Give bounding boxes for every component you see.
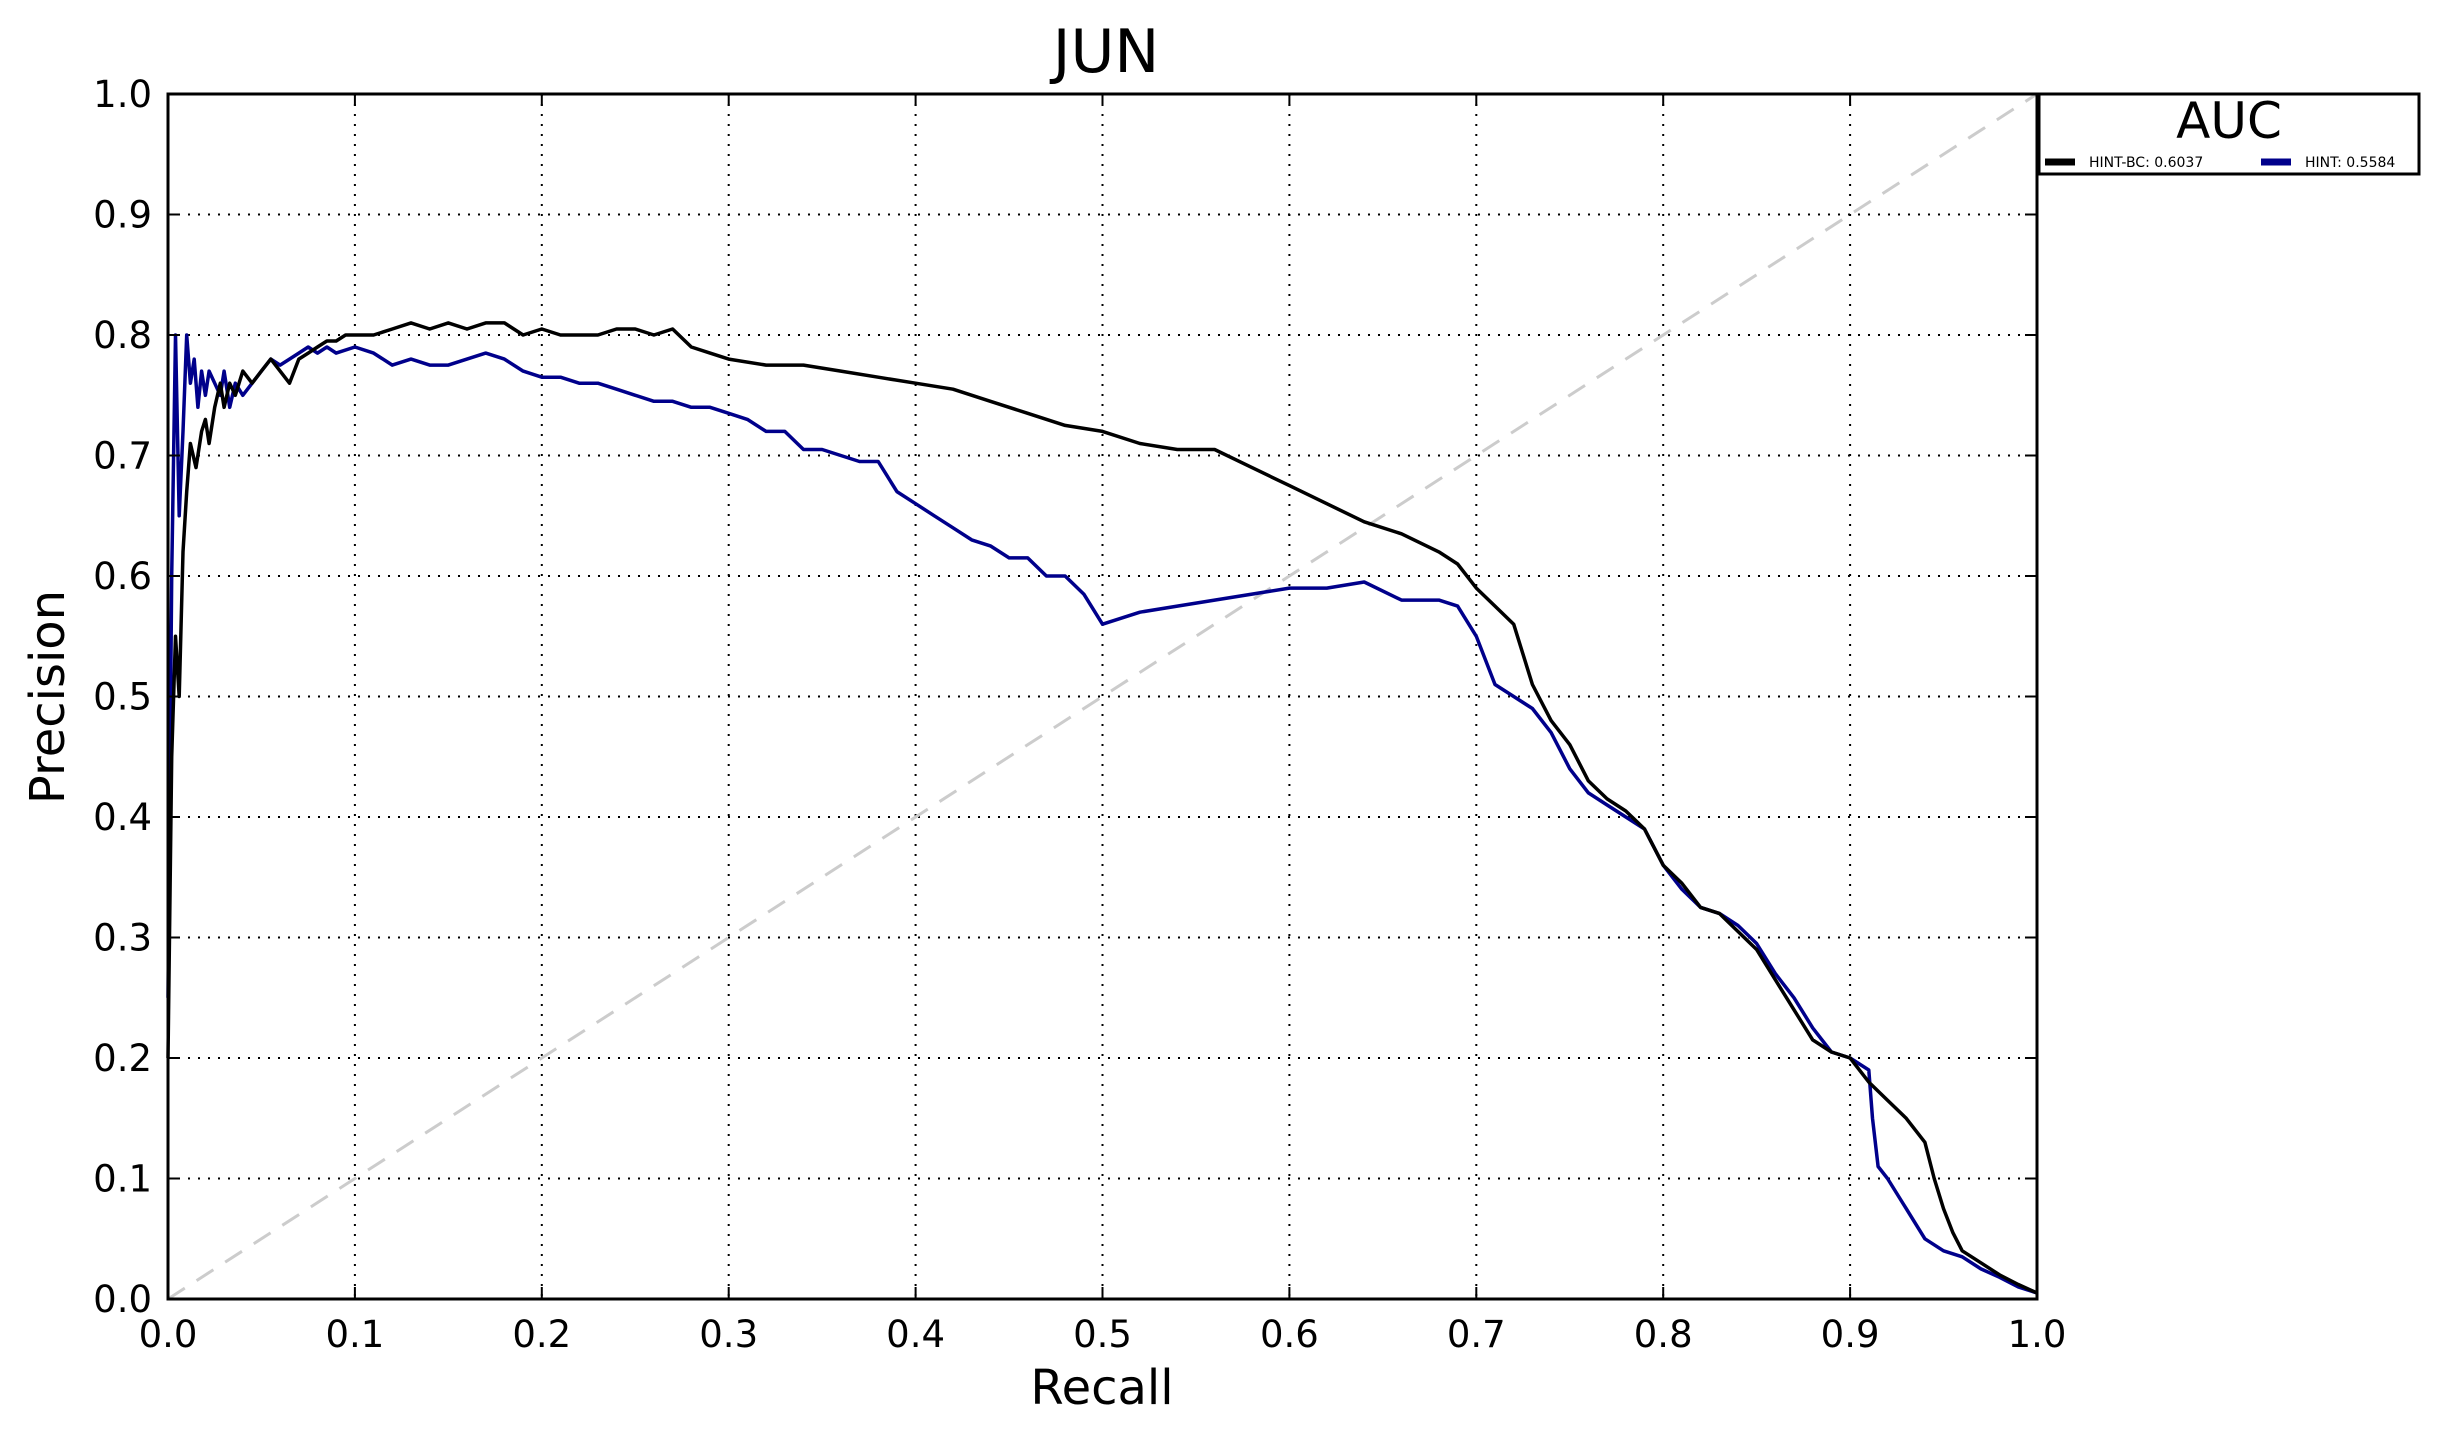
tick-marks xyxy=(167,93,2038,1300)
x-tick-label: 0.6 xyxy=(1260,1313,1319,1356)
x-tick-label: 0.2 xyxy=(512,1313,571,1356)
y-tick-label: 0.9 xyxy=(93,194,152,237)
reference-diagonal xyxy=(167,92,2038,1301)
legend: AUC HINT-BC: 0.6037 HINT: 0.5584 xyxy=(2037,92,2421,176)
x-tick-label: 0.3 xyxy=(699,1313,758,1356)
legend-title: AUC xyxy=(2176,92,2282,150)
y-tick-label: 0.6 xyxy=(93,555,152,598)
chart-title: JUN xyxy=(1049,17,1160,87)
x-tick-label: 0.8 xyxy=(1634,1313,1693,1356)
y-tick-label: 1.0 xyxy=(93,73,152,116)
x-axis-label: Recall xyxy=(1030,1360,1173,1416)
y-tick-label: 0.1 xyxy=(93,1158,152,1201)
y-tick-label: 0.5 xyxy=(93,676,152,719)
y-tick-label: 0.7 xyxy=(93,435,152,478)
x-tick-label: 0.9 xyxy=(1821,1313,1880,1356)
tick-labels: 0.0 0.1 0.2 0.3 0.4 0.5 0.6 0.7 0.8 0.9 1.0 0.0 0.1 0… xyxy=(93,73,2066,1356)
y-tick-label: 0.2 xyxy=(93,1037,152,1080)
y-tick-label: 0.8 xyxy=(93,314,152,357)
series-layer xyxy=(166,321,2038,1295)
x-tick-label: 1.0 xyxy=(2008,1313,2067,1356)
legend-label-hint-bc: HINT-BC: 0.6037 xyxy=(2089,155,2203,171)
grid xyxy=(168,94,2037,1299)
series-line-hint-bc xyxy=(166,321,2038,1295)
legend-label-hint: HINT: 0.5584 xyxy=(2305,155,2395,171)
y-axis-label: Precision xyxy=(20,590,76,804)
y-tick-label: 0.3 xyxy=(93,917,152,960)
y-tick-label: 0.0 xyxy=(93,1278,152,1321)
x-tick-label: 0.7 xyxy=(1447,1313,1506,1356)
legend-box xyxy=(2037,92,2421,176)
x-tick-label: 0.4 xyxy=(886,1313,945,1356)
x-tick-label: 0.5 xyxy=(1073,1313,1132,1356)
x-tick-label: 0.0 xyxy=(139,1313,198,1356)
x-tick-label: 0.1 xyxy=(325,1313,384,1356)
y-tick-label: 0.4 xyxy=(93,796,152,839)
